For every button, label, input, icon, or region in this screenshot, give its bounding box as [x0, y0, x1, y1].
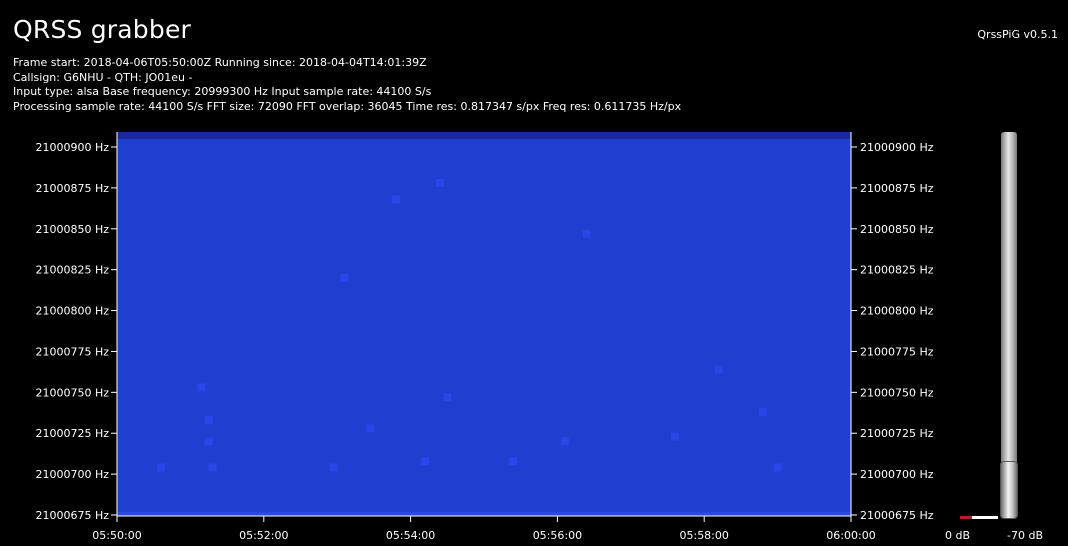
waterfall-area — [117, 132, 851, 516]
signal-spot — [197, 383, 206, 392]
y-tick-label-right: 21000775 Hz — [860, 345, 934, 358]
x-tick-label: 05:50:00 — [92, 529, 141, 542]
x-tick-label: 05:58:00 — [679, 529, 728, 542]
slider-handle[interactable] — [1001, 462, 1017, 518]
y-tick-label-right: 21000675 Hz — [860, 509, 934, 522]
y-tick-label-left: 21000750 Hz — [35, 386, 109, 399]
signal-spot — [443, 393, 452, 402]
waterfall-top-noise — [117, 132, 851, 139]
gain-slider[interactable] — [1001, 132, 1017, 518]
slider-track[interactable] — [1001, 132, 1017, 518]
y-tick-label-right: 21000850 Hz — [860, 223, 934, 236]
x-tick-label: 06:00:00 — [826, 529, 875, 542]
y-tick-label-right: 21000750 Hz — [860, 386, 934, 399]
signal-spot — [758, 407, 767, 416]
signal-spot — [435, 178, 444, 187]
y-tick-label-left: 21000725 Hz — [35, 427, 109, 440]
info-panel: Frame start: 2018-04-06T05:50:00Z Runnin… — [13, 56, 681, 114]
y-tick-label-right: 21000800 Hz — [860, 305, 934, 318]
info-callsign: Callsign: G6NHU - QTH: JO01eu - — [13, 70, 193, 84]
colorbar-min-label: 0 dB — [945, 529, 970, 542]
y-tick-label-left: 21000700 Hz — [35, 468, 109, 481]
colorbar-red-segment — [960, 516, 972, 519]
signal-spot — [366, 424, 375, 433]
y-tick-label-left: 21000775 Hz — [35, 345, 109, 358]
signal-spot — [421, 457, 430, 466]
signal-spot — [773, 463, 782, 472]
y-tick-label-left: 21000825 Hz — [35, 264, 109, 277]
signal-spot — [582, 229, 591, 238]
y-tick-label-right: 21000900 Hz — [860, 141, 934, 154]
y-tick-label-right: 21000725 Hz — [860, 427, 934, 440]
x-tick-label: 05:52:00 — [239, 529, 288, 542]
signal-spot — [560, 437, 569, 446]
colorbar-white-segment — [972, 516, 998, 519]
signal-spot — [509, 457, 518, 466]
app-title: QRSS grabber — [13, 15, 191, 44]
signal-spot — [340, 273, 349, 282]
y-tick-label-right: 21000875 Hz — [860, 182, 934, 195]
info-processing: Processing sample rate: 44100 S/s FFT si… — [13, 99, 682, 113]
signal-spot — [670, 432, 679, 441]
app-version: QrssPiG v0.5.1 — [977, 28, 1058, 41]
signal-spot — [204, 437, 213, 446]
waterfall-bottom-edge — [117, 512, 851, 516]
signal-spot — [208, 463, 217, 472]
y-tick-label-left: 21000675 Hz — [35, 509, 109, 522]
y-tick-label-right: 21000700 Hz — [860, 468, 934, 481]
signal-spot — [204, 416, 213, 425]
signal-spot — [391, 195, 400, 204]
y-tick-label-left: 21000800 Hz — [35, 305, 109, 318]
x-tick-label: 05:56:00 — [533, 529, 582, 542]
y-tick-label-left: 21000875 Hz — [35, 182, 109, 195]
x-tick-label: 05:54:00 — [386, 529, 435, 542]
signal-spot — [714, 365, 723, 374]
signal-spot — [157, 463, 166, 472]
y-tick-label-right: 21000825 Hz — [860, 264, 934, 277]
info-frame-start: Frame start: 2018-04-06T05:50:00Z Runnin… — [13, 56, 427, 69]
y-tick-label-left: 21000900 Hz — [35, 141, 109, 154]
y-tick-label-left: 21000850 Hz — [35, 223, 109, 236]
colorbar-max-label: -70 dB — [1007, 529, 1043, 542]
info-input: Input type: alsa Base frequency: 2099930… — [13, 85, 432, 98]
signal-spot — [329, 463, 338, 472]
